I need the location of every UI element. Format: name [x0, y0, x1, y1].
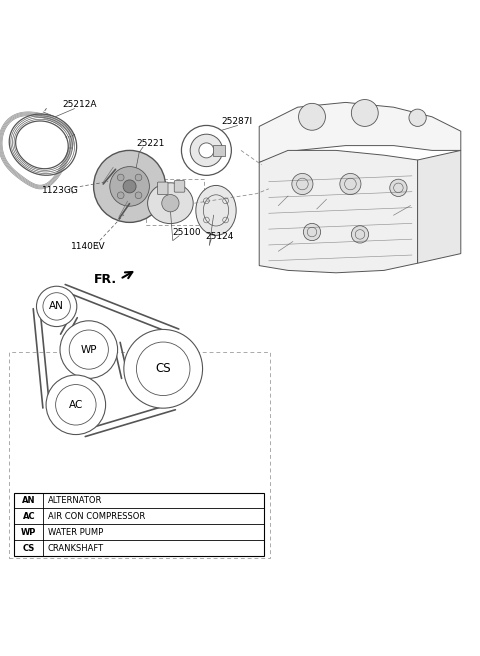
Circle shape [94, 150, 166, 222]
Circle shape [303, 223, 321, 241]
FancyBboxPatch shape [174, 180, 185, 192]
Text: 25100: 25100 [173, 228, 202, 237]
Polygon shape [259, 150, 418, 273]
Text: AN: AN [49, 301, 64, 312]
Circle shape [351, 226, 369, 243]
Text: 25221: 25221 [137, 138, 165, 148]
Text: ALTERNATOR: ALTERNATOR [48, 496, 102, 505]
Polygon shape [259, 102, 461, 163]
Circle shape [117, 174, 124, 181]
Text: 1140EV: 1140EV [71, 242, 106, 251]
Text: CS: CS [23, 544, 35, 552]
Text: WATER PUMP: WATER PUMP [48, 527, 103, 537]
Circle shape [190, 134, 223, 167]
FancyBboxPatch shape [9, 352, 270, 558]
Circle shape [390, 179, 407, 197]
Text: FR.: FR. [94, 273, 117, 286]
Polygon shape [418, 150, 461, 263]
Ellipse shape [196, 186, 236, 236]
Circle shape [123, 180, 136, 193]
Circle shape [117, 192, 124, 199]
Text: 25124: 25124 [205, 232, 234, 241]
Text: AC: AC [23, 512, 35, 521]
Text: 1123GG: 1123GG [42, 186, 79, 195]
Circle shape [46, 375, 106, 434]
Circle shape [199, 143, 214, 158]
Text: 25287I: 25287I [222, 117, 253, 126]
Circle shape [292, 173, 313, 195]
Circle shape [124, 329, 203, 408]
Text: AIR CON COMPRESSOR: AIR CON COMPRESSOR [48, 512, 145, 521]
Circle shape [60, 321, 118, 379]
Circle shape [135, 192, 142, 199]
Text: AC: AC [69, 400, 83, 410]
Text: WP: WP [21, 527, 36, 537]
Circle shape [110, 167, 149, 206]
Text: CS: CS [156, 362, 171, 375]
FancyBboxPatch shape [214, 144, 226, 156]
Circle shape [135, 174, 142, 181]
Circle shape [36, 286, 77, 327]
Circle shape [299, 104, 325, 131]
Text: WP: WP [81, 344, 97, 355]
FancyBboxPatch shape [157, 182, 168, 195]
Bar [14, 493, 264, 556]
Circle shape [351, 100, 378, 127]
Text: CRANKSHAFT: CRANKSHAFT [48, 544, 104, 552]
Circle shape [162, 195, 179, 212]
Circle shape [340, 173, 361, 195]
Circle shape [181, 125, 231, 175]
Circle shape [409, 109, 426, 127]
Text: 25212A: 25212A [62, 100, 97, 109]
Ellipse shape [147, 183, 193, 224]
Text: AN: AN [22, 496, 36, 505]
